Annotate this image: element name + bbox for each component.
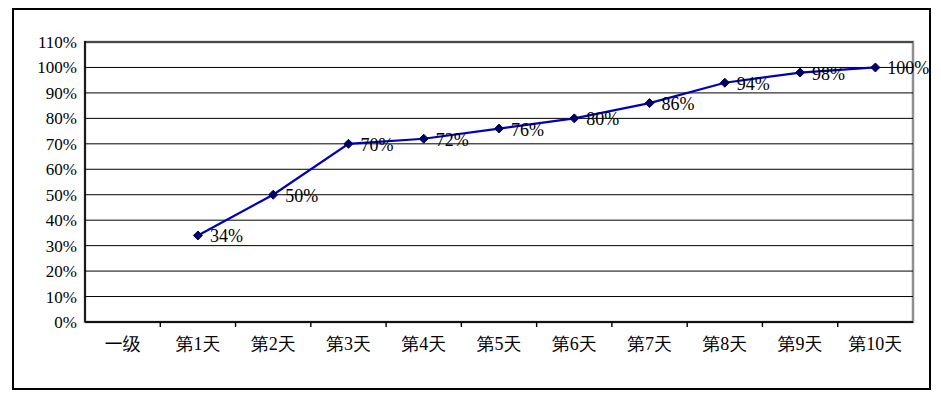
data-point-marker (193, 231, 202, 240)
data-point-label: 98% (812, 64, 845, 84)
data-point-label: 76% (511, 120, 544, 140)
y-tick-label: 100% (37, 58, 77, 77)
data-point-marker (871, 63, 880, 72)
data-point-marker (796, 68, 805, 77)
data-point-marker (419, 134, 428, 143)
x-category-label: 第2天 (251, 334, 296, 354)
y-tick-label: 90% (46, 84, 77, 103)
x-category-label: 第1天 (175, 334, 220, 354)
data-point-label: 50% (285, 186, 318, 206)
data-point-label: 86% (662, 94, 695, 114)
y-tick-label: 30% (46, 237, 77, 256)
plot-area-border (85, 42, 913, 322)
y-tick-label: 40% (46, 211, 77, 230)
data-point-label: 80% (586, 109, 619, 129)
data-point-marker (495, 124, 504, 133)
y-tick-label: 0% (54, 313, 77, 332)
chart-canvas: 0% 10% 20% 30% 40% 50% 60% 70% 80% 90% 100% 110% 一级 第… (0, 0, 941, 405)
data-point-marker (720, 78, 729, 87)
data-point-label: 94% (737, 74, 770, 94)
x-category-label: 第5天 (477, 334, 522, 354)
x-category-label: 第9天 (778, 334, 823, 354)
x-category-label: 第10天 (848, 334, 902, 354)
x-category-label: 第3天 (326, 334, 371, 354)
x-category-label: 第4天 (401, 334, 446, 354)
x-category-label: 第8天 (702, 334, 747, 354)
y-tick-label: 50% (46, 186, 77, 205)
y-tick-label: 110% (38, 33, 77, 52)
y-tick-label: 10% (46, 288, 77, 307)
x-category-label: 第6天 (552, 334, 597, 354)
line-chart: 0% 10% 20% 30% 40% 50% 60% 70% 80% 90% 100% 110% 一级 第… (0, 0, 941, 405)
x-category-label: 一级 (105, 334, 141, 354)
y-tick-label: 80% (46, 109, 77, 128)
y-tick-label: 70% (46, 135, 77, 154)
data-point-label: 34% (210, 226, 243, 246)
data-point-marker (570, 114, 579, 123)
y-tick-label: 20% (46, 262, 77, 281)
data-point-label: 100% (887, 58, 929, 78)
data-point-marker (645, 99, 654, 108)
y-tick-label: 60% (46, 160, 77, 179)
x-category-label: 第7天 (627, 334, 672, 354)
data-point-label: 72% (436, 130, 469, 150)
data-point-label: 70% (360, 135, 393, 155)
